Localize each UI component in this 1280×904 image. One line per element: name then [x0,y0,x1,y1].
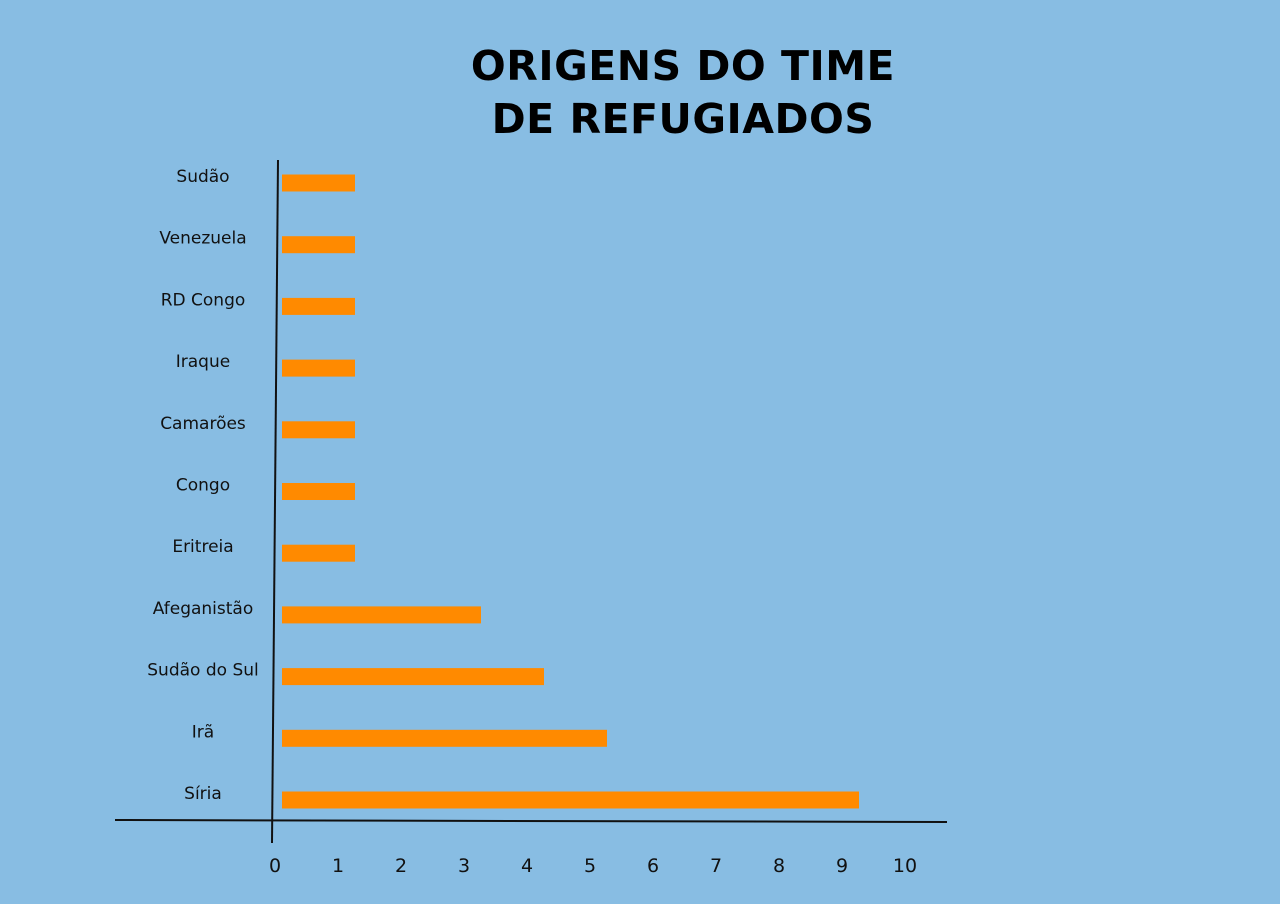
bar-5 [282,483,355,500]
bar-9 [282,729,607,747]
category-label-7: Afeganistão [153,599,254,619]
x-tick-label-3: 3 [458,855,470,877]
x-tick-label-0: 0 [269,855,281,877]
x-tick-label-10: 10 [893,855,917,877]
x-tick-label-8: 8 [773,855,785,877]
chart-title-line-1: ORIGENS DO TIME [470,42,896,90]
x-axis-line [114,819,948,823]
x-tick-label-4: 4 [521,855,533,877]
category-label-8: Sudão do Sul [147,661,258,681]
y-axis-line [271,159,279,844]
x-tick-label-6: 6 [647,855,659,877]
category-label-5: Congo [176,476,230,496]
category-label-2: RD Congo [161,290,246,310]
x-tick-label-7: 7 [710,855,722,877]
chart-title: ORIGENS DO TIME DE REFUGIADOS [440,40,926,146]
bar-0 [282,174,355,192]
bar-2 [282,297,355,315]
category-label-3: Iraque [176,352,230,372]
bar-3 [282,359,355,377]
category-label-4: Camarões [160,414,246,434]
bar-1 [282,236,355,254]
category-label-1: Venezuela [159,229,246,249]
chart-title-line-2: DE REFUGIADOS [491,95,875,143]
bar-8 [282,668,544,686]
x-tick-label-2: 2 [395,855,407,877]
category-label-0: Sudão [176,167,229,187]
x-tick-label-5: 5 [584,855,596,877]
bar-4 [282,421,355,439]
x-tick-label-9: 9 [836,855,848,877]
bar-7 [282,606,481,624]
bar-6 [282,544,355,562]
x-tick-label-1: 1 [332,855,344,877]
bar-10 [282,791,859,809]
category-label-9: Irã [192,722,214,742]
category-label-6: Eritreia [172,537,233,557]
category-label-10: Síria [184,784,222,804]
